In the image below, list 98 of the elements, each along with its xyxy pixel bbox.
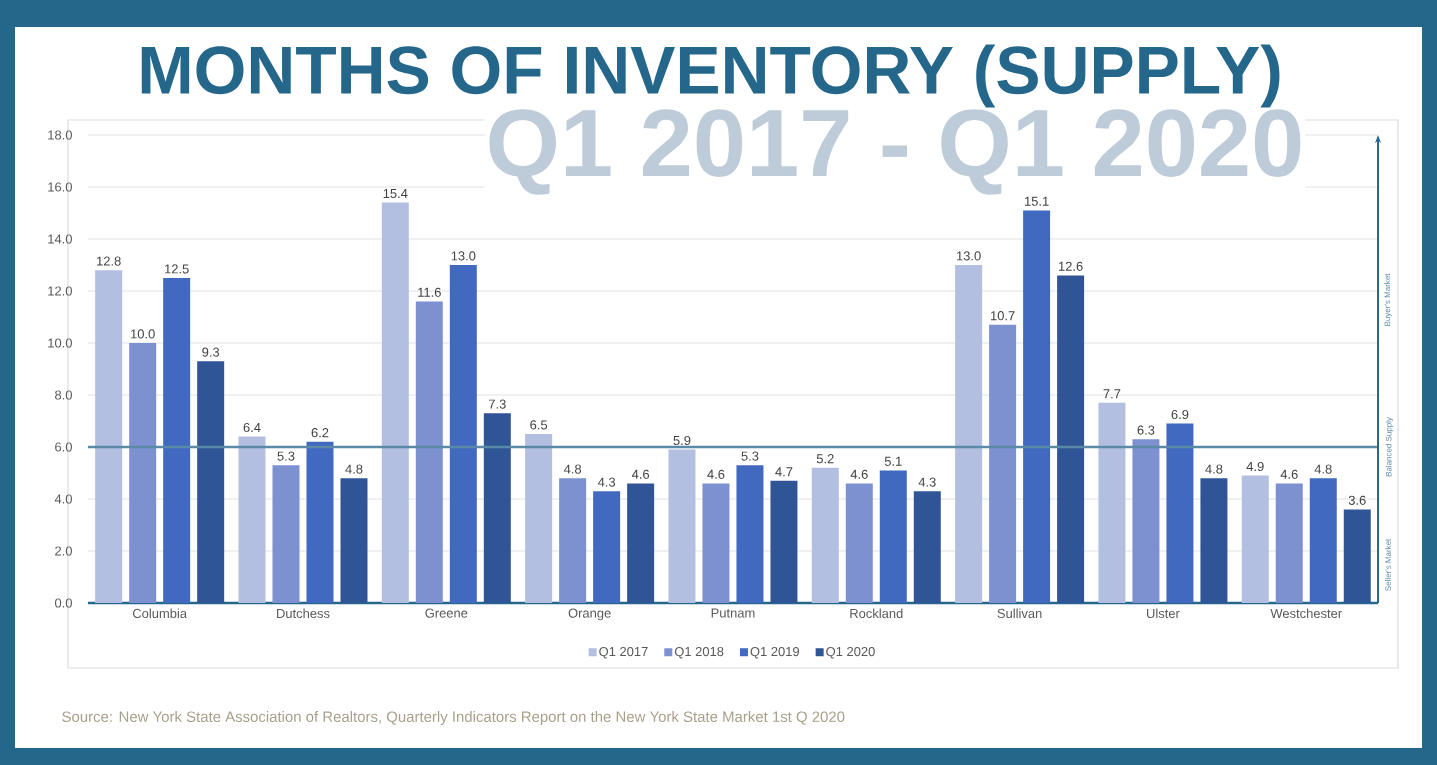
bar [770,480,798,603]
data-label: 4.3 [597,477,616,487]
data-label: 4.6 [631,469,650,479]
data-label: 3.6 [1348,495,1366,505]
x-tick-label: Orange [568,608,611,621]
bar [627,483,655,603]
legend-label: Q1 2017 [599,646,648,659]
bar [955,265,983,603]
bar [163,278,191,603]
bar [238,436,266,603]
data-label: 4.3 [918,477,936,487]
bar [845,483,873,603]
x-tick-label: Ulster [1147,608,1180,619]
y-tick-label: 18.0 [48,130,72,140]
data-label: 7.3 [488,399,506,409]
data-label: 10.7 [990,311,1015,321]
data-label: 4.8 [1205,464,1223,474]
data-label: 5.1 [884,456,902,466]
y-tick-label: 0.0 [54,598,72,608]
legend-label: Q1 2018 [674,646,724,659]
data-label: 6.4 [243,422,261,433]
data-label: 6.3 [1137,425,1155,435]
data-label: 4.8 [345,464,363,474]
y-tick-label: 2.0 [55,546,72,556]
bar [811,467,839,603]
data-label: 6.9 [1171,409,1189,420]
data-label: 5.2 [816,454,834,464]
bar [736,465,764,603]
data-label: 4.8 [563,464,582,474]
data-label: 4.6 [850,469,868,479]
bar [989,324,1017,603]
bar [913,491,941,603]
bar [1275,483,1303,603]
bar [197,361,225,603]
data-label: 9.3 [202,347,220,357]
x-tick-label: Greene [425,608,468,618]
data-label: 5.3 [277,451,295,461]
data-label: 6.2 [311,428,329,438]
bar [879,470,907,603]
bar [668,449,696,603]
y-tick-label: 8.0 [55,390,72,400]
bar [483,413,511,603]
bar [702,483,730,603]
bar [272,465,300,603]
data-label: 11.6 [418,287,441,297]
chart-subtitle: Q1 2017 - Q1 2020 [489,109,1301,195]
data-label: 13.0 [956,251,981,261]
bar [1023,210,1051,603]
y-tick-label: 10.0 [48,338,72,348]
data-label: 4.6 [707,469,725,479]
data-label: 13.0 [451,251,476,261]
bar [449,265,477,603]
bar [1132,439,1160,603]
bar [1098,402,1126,603]
chart-title: MONTHS OF INVENTORY (SUPPLY) [141,44,1280,108]
y-tick-label: 16.0 [48,182,72,192]
data-label: 4.6 [1280,469,1298,479]
data-label: 12.6 [1058,261,1083,271]
bar [381,202,409,603]
y-tick-label: 6.0 [55,442,72,452]
y-tick-label: 4.0 [54,494,72,504]
data-label: 12.8 [97,256,121,266]
x-tick-label: Rockland [850,608,903,619]
bar [1241,475,1269,603]
data-label: 6.5 [530,420,548,430]
data-label: 12.5 [165,264,189,274]
data-label: 4.8 [1314,464,1332,474]
legend-label: Q1 2019 [750,646,800,659]
bar [1057,275,1085,603]
y-tick-label: 14.0 [48,234,72,244]
bar [1200,478,1228,603]
legend-label: Q1 2020 [826,646,875,659]
data-label: 15.4 [383,189,408,199]
data-label: 5.3 [741,451,759,461]
bar [95,270,123,603]
bar [525,434,553,603]
bar [129,343,157,603]
bar [415,301,443,603]
data-label: 4.7 [775,467,793,477]
bar [559,478,587,603]
bar [1343,509,1371,603]
data-label: 4.9 [1246,461,1264,472]
data-label: 15.1 [1024,196,1049,206]
bar [306,441,334,603]
bar [1166,423,1194,603]
x-tick-label: Sullivan [997,608,1042,619]
x-tick-label: Putnam [711,608,755,618]
data-label: 10.0 [131,329,155,339]
bar [593,491,621,603]
x-tick-label: Columbia [132,608,187,619]
source-note: Source: New York State Association of Realtors, Quarterly Indicators Report on the New York State Market 1st Q 2020 [62,711,845,725]
data-label: 7.7 [1103,389,1121,399]
x-tick-label: Dutchess [277,608,330,619]
bar [1309,478,1337,603]
x-tick-label: Westchester [1270,608,1342,619]
data-label: 5.9 [673,435,691,446]
y-tick-label: 12.0 [48,286,72,296]
bar [340,478,368,603]
